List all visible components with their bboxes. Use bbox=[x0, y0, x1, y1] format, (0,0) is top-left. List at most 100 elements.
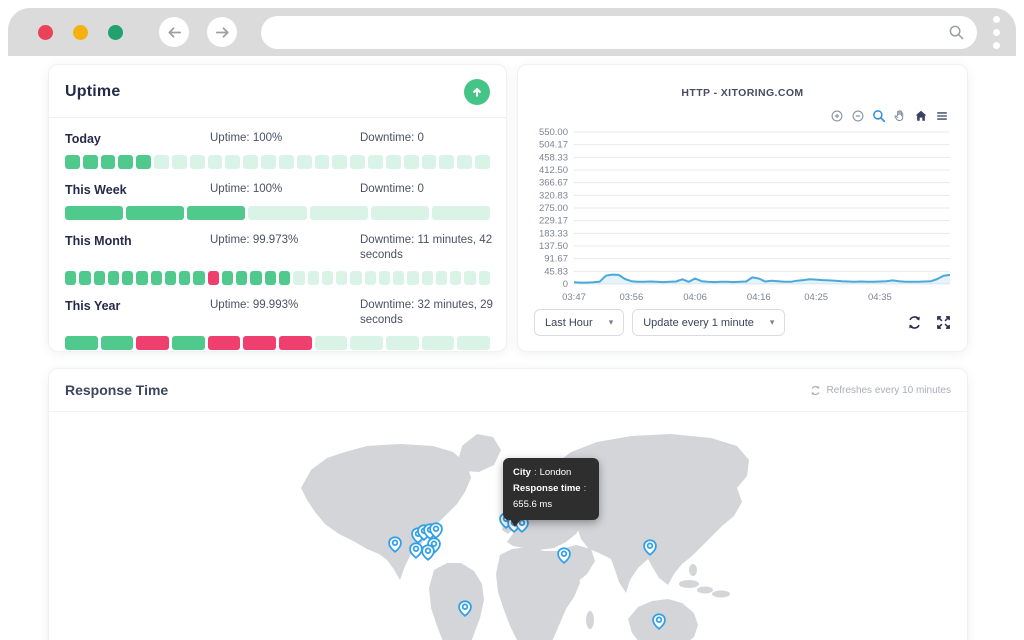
refresh-button[interactable] bbox=[907, 315, 922, 330]
selection-zoom-icon[interactable] bbox=[872, 109, 886, 123]
uptime-segment-up bbox=[164, 270, 177, 285]
uptime-segment-up bbox=[136, 154, 152, 169]
island-madagascar bbox=[586, 611, 594, 629]
uptime-segment-up bbox=[122, 270, 134, 285]
uptime-bar bbox=[65, 270, 490, 285]
island-indonesia-1 bbox=[679, 580, 699, 588]
zoom-in-icon[interactable] bbox=[830, 109, 844, 123]
svg-text:458.33: 458.33 bbox=[539, 152, 568, 163]
svg-text:45.83: 45.83 bbox=[544, 266, 568, 277]
uptime-segment-empty bbox=[336, 270, 348, 285]
downtime-value: Downtime: 32 minutes, 29 seconds bbox=[360, 298, 493, 327]
search-icon[interactable] bbox=[948, 24, 965, 41]
map-pin[interactable] bbox=[458, 600, 472, 617]
svg-text:412.50: 412.50 bbox=[539, 165, 568, 176]
uptime-segment-empty bbox=[261, 154, 276, 169]
uptime-segment-up bbox=[93, 270, 105, 285]
map-tooltip: City: London Response time: 655.6 ms bbox=[503, 458, 600, 528]
uptime-segment-empty bbox=[464, 270, 476, 285]
pan-hand-icon[interactable] bbox=[893, 109, 907, 123]
fullscreen-button[interactable] bbox=[936, 315, 951, 330]
uptime-segment-empty bbox=[350, 335, 384, 350]
uptime-segment-empty bbox=[189, 154, 205, 169]
uptime-bar bbox=[65, 335, 491, 350]
time-range-select[interactable]: Last Hour ▾ bbox=[534, 309, 625, 336]
uptime-segment-empty bbox=[243, 154, 259, 169]
uptime-row-label: This Year bbox=[65, 298, 121, 313]
downtime-value: Downtime: 0 bbox=[360, 132, 424, 144]
zoom-out-icon[interactable] bbox=[851, 109, 865, 123]
chart-toolbar bbox=[536, 109, 949, 123]
uptime-segment-empty bbox=[431, 205, 490, 220]
svg-text:504.17: 504.17 bbox=[539, 140, 568, 151]
uptime-segment-empty bbox=[393, 270, 405, 285]
uptime-segment-up bbox=[65, 205, 124, 220]
uptime-row-label: This Week bbox=[65, 182, 127, 197]
window-minimize-button[interactable] bbox=[73, 24, 88, 40]
uptime-segment-up bbox=[172, 335, 205, 350]
svg-text:229.17: 229.17 bbox=[539, 216, 568, 227]
svg-text:366.67: 366.67 bbox=[539, 178, 568, 189]
uptime-segment-up bbox=[118, 154, 134, 169]
uptime-segment-up bbox=[264, 270, 276, 285]
refresh-icon bbox=[810, 385, 821, 396]
map-pin[interactable] bbox=[409, 542, 423, 559]
island-indonesia-3 bbox=[712, 590, 730, 598]
uptime-segment-empty bbox=[385, 154, 401, 169]
uptime-segment-empty bbox=[207, 154, 223, 169]
svg-text:04:25: 04:25 bbox=[804, 292, 828, 303]
uptime-value: Uptime: 100% bbox=[210, 182, 283, 195]
uptime-segment-up bbox=[126, 205, 185, 220]
uptime-row: Today Uptime: 100% Downtime: 0 bbox=[65, 131, 490, 169]
map-pin[interactable] bbox=[557, 547, 571, 564]
uptime-segment-empty bbox=[296, 154, 312, 169]
uptime-segment-empty bbox=[309, 205, 368, 220]
map-pin[interactable] bbox=[643, 539, 657, 556]
map-pin[interactable] bbox=[652, 613, 666, 630]
response-time-card: Response Time Refreshes every 10 minutes bbox=[48, 368, 968, 640]
kebab-menu-icon[interactable] bbox=[989, 12, 1004, 53]
update-interval-select[interactable]: Update every 1 minute ▾ bbox=[632, 309, 786, 336]
uptime-row-label: Today bbox=[65, 132, 101, 146]
window-maximize-button[interactable] bbox=[108, 24, 123, 40]
uptime-value: Uptime: 99.993% bbox=[210, 298, 299, 311]
svg-text:275.00: 275.00 bbox=[539, 203, 568, 214]
map-pin[interactable] bbox=[421, 544, 435, 561]
uptime-segment-empty bbox=[403, 154, 419, 169]
uptime-segment-empty bbox=[368, 154, 383, 169]
back-arrow-icon bbox=[165, 23, 184, 42]
forward-button[interactable] bbox=[207, 17, 237, 47]
chevron-down-icon: ▾ bbox=[769, 317, 775, 327]
scroll-up-button[interactable] bbox=[464, 79, 490, 105]
downtime-value: Downtime: 0 bbox=[360, 182, 424, 195]
uptime-segment-empty bbox=[478, 270, 490, 285]
uptime-segment-empty bbox=[350, 270, 362, 285]
uptime-segment-empty bbox=[457, 154, 473, 169]
svg-text:91.67: 91.67 bbox=[544, 254, 568, 265]
map-pin[interactable] bbox=[388, 536, 402, 553]
uptime-segment-up bbox=[107, 270, 120, 285]
url-input[interactable] bbox=[273, 24, 948, 40]
home-reset-icon[interactable] bbox=[914, 109, 928, 123]
uptime-bar bbox=[65, 205, 490, 220]
continent-south-america bbox=[429, 563, 484, 640]
uptime-segment-empty bbox=[475, 154, 490, 169]
uptime-segment-empty bbox=[154, 154, 169, 169]
uptime-value: Uptime: 99.973% bbox=[210, 233, 299, 246]
uptime-segment-empty bbox=[378, 270, 391, 285]
response-time-title: Response Time bbox=[65, 382, 169, 398]
uptime-segment-empty bbox=[421, 154, 437, 169]
island-indonesia-2 bbox=[697, 586, 713, 594]
forward-arrow-icon bbox=[213, 23, 232, 42]
uptime-segment-down bbox=[279, 335, 312, 350]
window-close-button[interactable] bbox=[38, 24, 53, 40]
url-bar[interactable] bbox=[261, 15, 977, 49]
back-button[interactable] bbox=[159, 17, 189, 47]
menu-icon[interactable] bbox=[935, 109, 949, 123]
uptime-segment-empty bbox=[248, 205, 307, 220]
tooltip-rt-value: 655.6 ms bbox=[513, 499, 553, 511]
uptime-segment-empty bbox=[421, 335, 455, 350]
svg-text:137.50: 137.50 bbox=[539, 241, 568, 252]
uptime-segment-empty bbox=[332, 154, 348, 169]
